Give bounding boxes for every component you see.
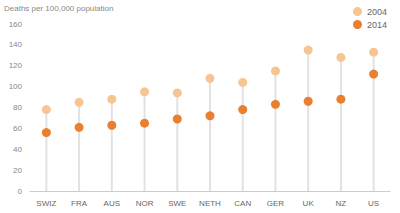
svg-text:100: 100 (9, 82, 23, 91)
svg-text:Deaths per 100,000 population: Deaths per 100,000 population (4, 4, 113, 13)
svg-text:60: 60 (13, 124, 22, 133)
svg-text:NETH: NETH (199, 199, 221, 208)
svg-text:FRA: FRA (71, 199, 88, 208)
svg-text:80: 80 (13, 103, 22, 112)
svg-text:NOR: NOR (136, 199, 154, 208)
svg-text:0: 0 (18, 187, 23, 196)
svg-text:GER: GER (267, 199, 285, 208)
svg-text:2014: 2014 (367, 20, 387, 30)
svg-text:160: 160 (9, 20, 23, 29)
svg-text:120: 120 (9, 61, 23, 70)
svg-text:40: 40 (13, 145, 22, 154)
svg-text:UK: UK (303, 199, 315, 208)
svg-text:SWIZ: SWIZ (36, 199, 56, 208)
svg-text:CAN: CAN (234, 199, 251, 208)
svg-text:140: 140 (9, 40, 23, 49)
svg-text:AUS: AUS (104, 199, 120, 208)
svg-text:20: 20 (13, 166, 22, 175)
svg-text:US: US (368, 199, 379, 208)
svg-text:SWE: SWE (168, 199, 186, 208)
svg-text:NZ: NZ (336, 199, 347, 208)
svg-text:2004: 2004 (367, 7, 387, 17)
